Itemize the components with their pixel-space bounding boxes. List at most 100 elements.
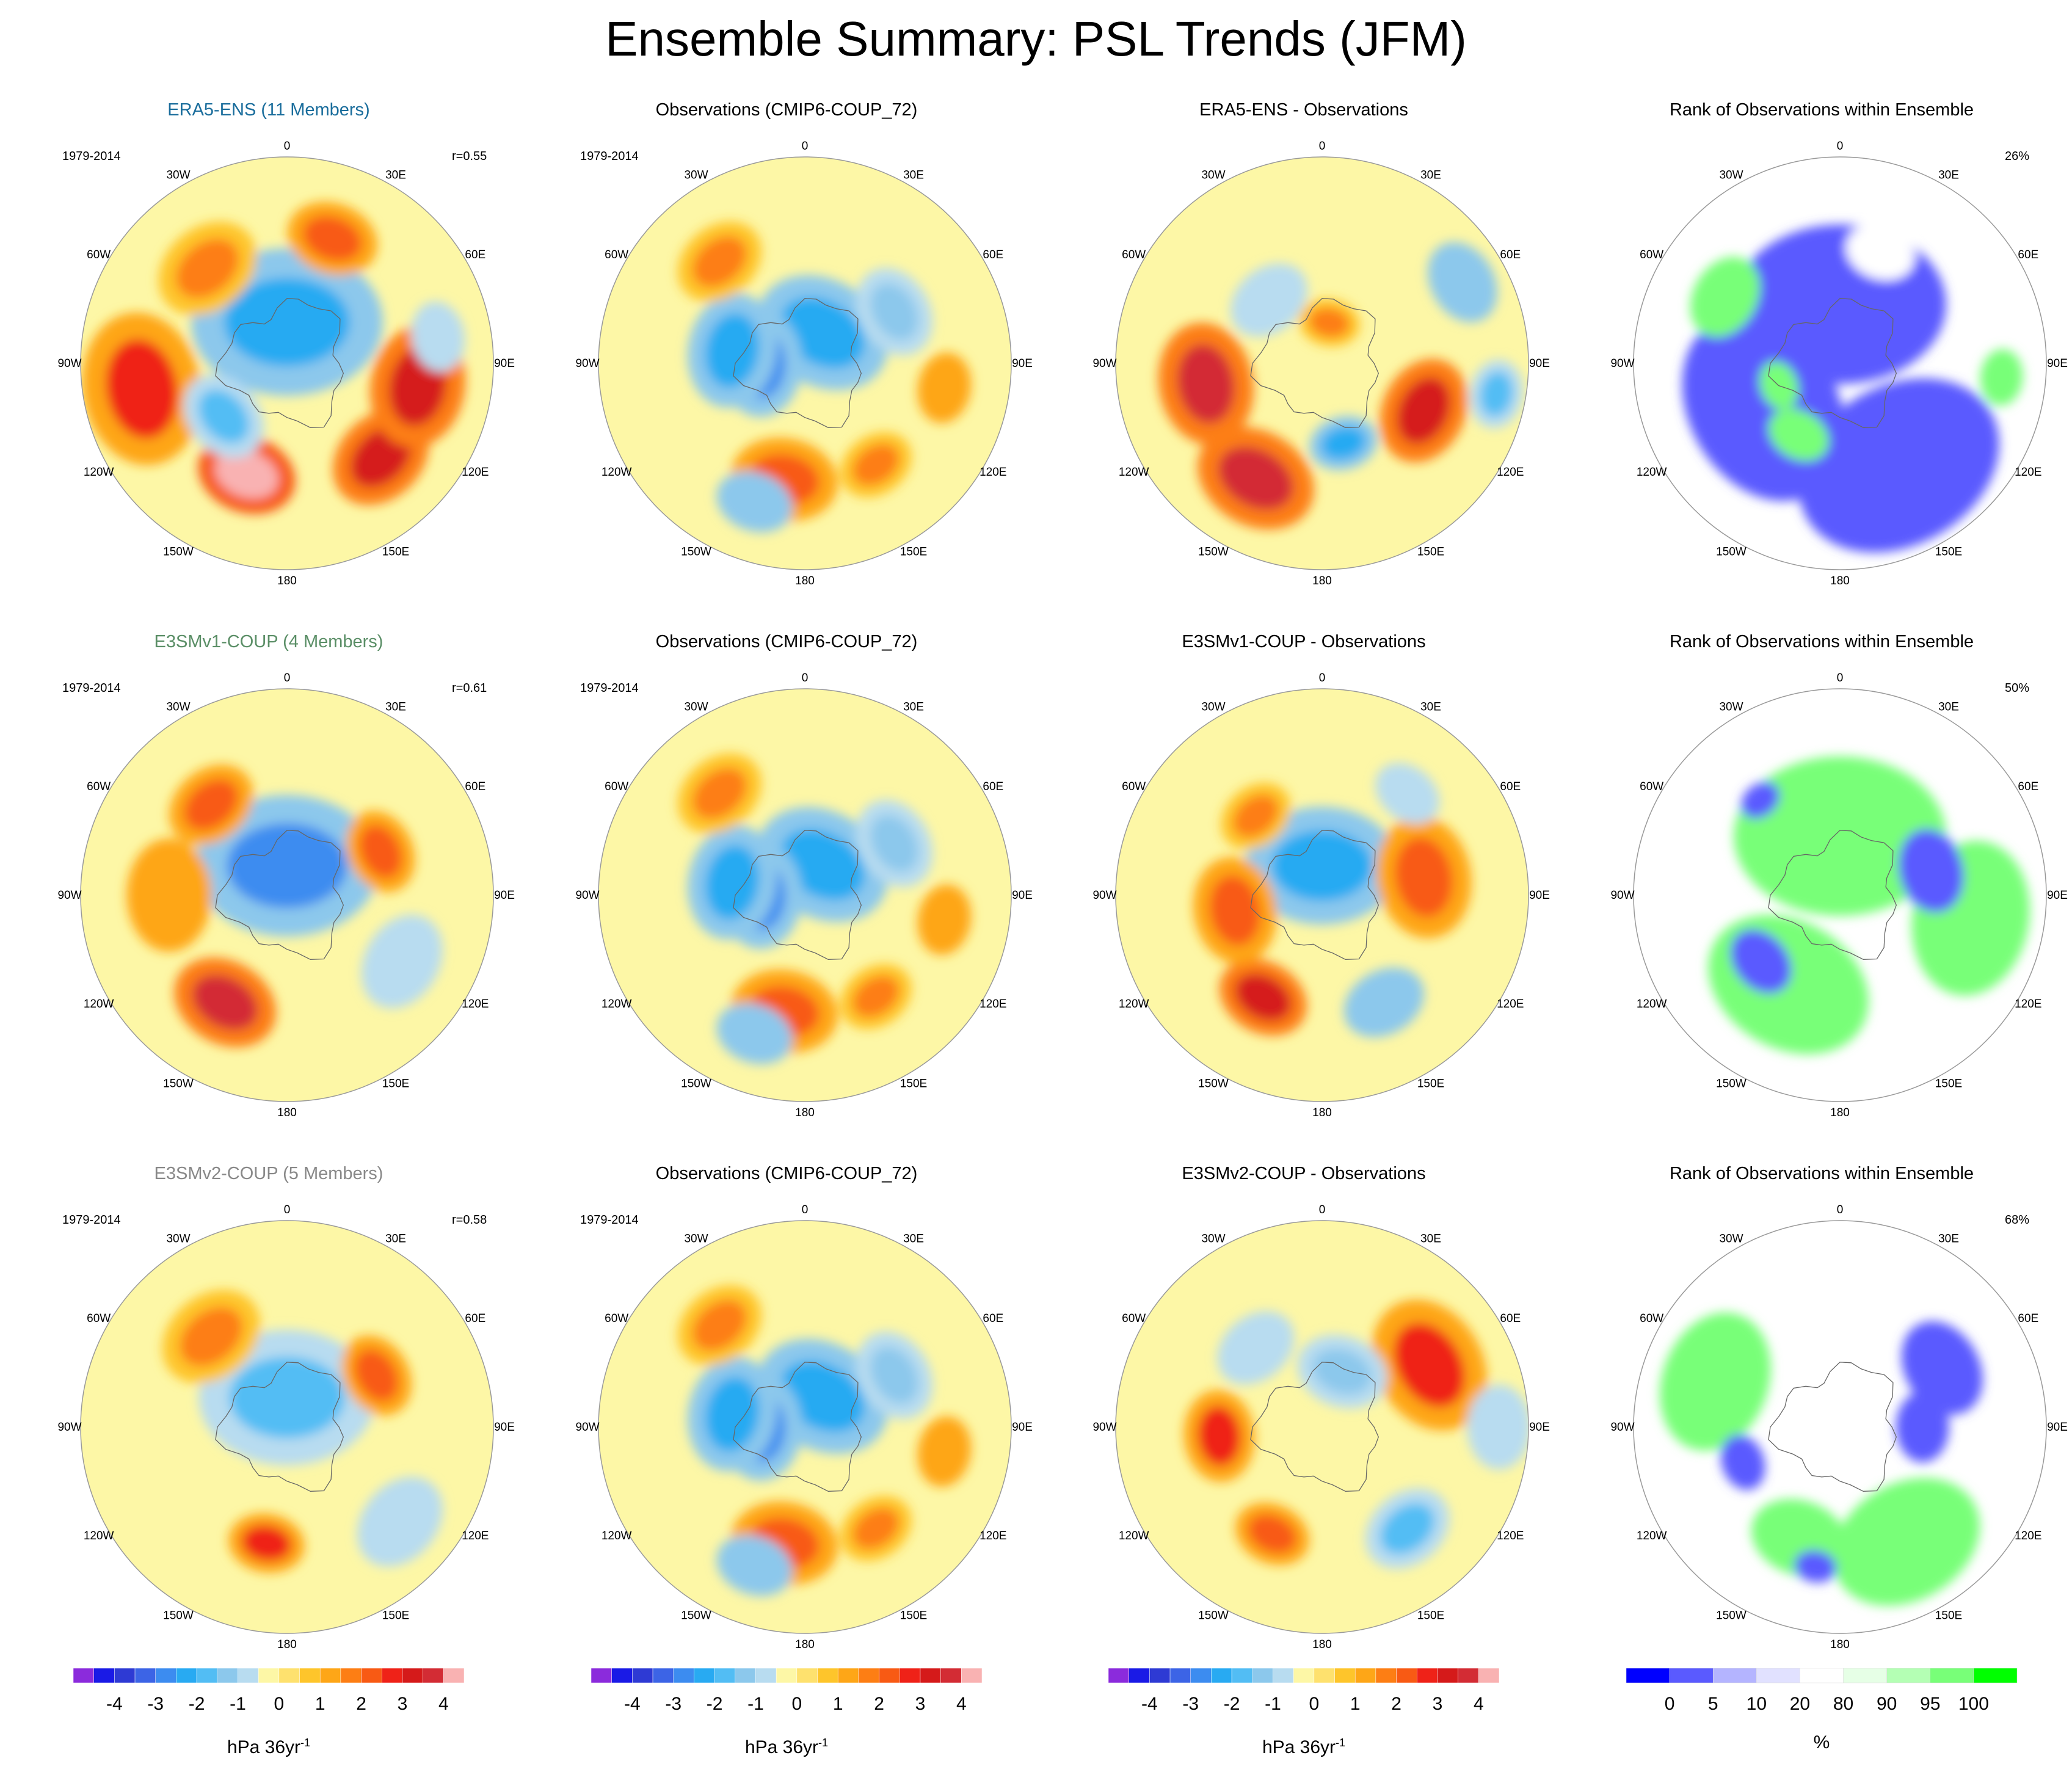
colorbar-swatch [837, 1668, 859, 1683]
longitude-label: 0 [1319, 140, 1326, 153]
longitude-label: 30W [1201, 1233, 1225, 1246]
longitude-label: 30E [903, 701, 924, 714]
positive-trend-region [180, 1307, 243, 1367]
longitude-label: 30W [1719, 169, 1743, 182]
longitude-label: 30E [1420, 169, 1441, 182]
colorbar-swatch [196, 1668, 218, 1683]
polar-map: 0 30E 60E 90E 120E 150E 180 150W 120W 90W 60W 30W [1610, 1204, 2068, 1651]
longitude-label: 120W [1119, 1530, 1149, 1542]
colorbar-tick-label: 20 [1790, 1694, 1810, 1714]
map-border [598, 688, 1012, 1102]
panel-r3-diff: E3SMv2-COUP - Observations 0 30E 60E 90E 120… [1066, 1161, 1549, 1711]
negative-trend-region [357, 1476, 443, 1567]
positive-trend-region [126, 838, 212, 952]
longitude-label: 60E [1500, 249, 1521, 261]
longitude-label: 120W [602, 1530, 632, 1542]
colorbar-tick-label: -4 [624, 1694, 641, 1714]
colorbar-swatch [1886, 1668, 1931, 1683]
longitude-label: 60E [983, 780, 1003, 793]
polar-map: 0 30E 60E 90E 120E 150E 180 150W 120W 90W 60W 30W [1610, 672, 2068, 1119]
longitude-label: 30W [1719, 701, 1743, 714]
longitude-label: 60W [605, 780, 628, 793]
colorbar-swatch [940, 1668, 962, 1683]
rank-region [1660, 1312, 1771, 1451]
longitude-label: 30E [385, 169, 406, 182]
colorbar-tick-label: 0 [274, 1694, 284, 1714]
longitude-label: 90E [1012, 889, 1033, 902]
positive-trend-region [215, 449, 278, 499]
colorbar-tick-label: 90 [1877, 1694, 1897, 1714]
longitude-label: 150E [382, 545, 409, 558]
positive-trend-region [917, 884, 972, 955]
colorbar-tick-label: 3 [915, 1694, 926, 1714]
longitude-label: 30E [1938, 701, 1959, 714]
positive-trend-region [1394, 1323, 1465, 1407]
colorbar-rank: % 0 5 10 20 80 90 95 100 [1583, 1668, 2060, 1772]
longitude-label: 0 [802, 1204, 809, 1216]
colorbar-swatch [900, 1668, 921, 1683]
longitude-label: 180 [1830, 1638, 1850, 1651]
negative-trend-region [716, 471, 793, 532]
polar-map: 0 30E 60E 90E 120E 150E 180 150W 120W 90W 60W 30W [1092, 1204, 1549, 1651]
antarctic-coastline [1768, 830, 1897, 960]
positive-trend-region [692, 236, 747, 287]
longitude-label: 0 [284, 1204, 291, 1216]
negative-trend-region [705, 1376, 760, 1452]
negative-trend-region [224, 277, 350, 366]
negative-trend-region [780, 297, 865, 369]
colorbar-swatch [1129, 1668, 1150, 1683]
longitude-label: 120W [602, 998, 632, 1011]
longitude-label: 120E [1497, 466, 1524, 479]
colorbar-swatch [258, 1668, 280, 1683]
longitude-label: 90E [494, 1421, 515, 1434]
longitude-label: 30W [1719, 1233, 1743, 1246]
colorbar-tick-label: -2 [1224, 1694, 1240, 1714]
colorbar-tick-label: -1 [230, 1694, 246, 1714]
longitude-label: 120E [2015, 466, 2041, 479]
longitude-label: 90W [57, 889, 81, 902]
longitude-label: 90W [57, 357, 81, 370]
longitude-label: 30W [684, 701, 708, 714]
colorbar-tick-label: 0 [1665, 1694, 1675, 1714]
longitude-label: 90E [2047, 1421, 2068, 1434]
main-title: Ensemble Summary: PSL Trends (JFM) [605, 12, 1467, 66]
colorbar-swatch [1800, 1668, 1844, 1683]
longitude-label: 150W [681, 1609, 711, 1622]
longitude-label: 90E [2047, 889, 2068, 902]
longitude-label: 90W [575, 889, 599, 902]
colorbar-tick-label: 4 [956, 1694, 967, 1714]
positive-trend-region [1218, 446, 1293, 510]
panel-r1-obs: Observations (CMIP6-COUP_72) 1979-2014 0… [548, 98, 1032, 647]
colorbar-swatch [961, 1668, 983, 1683]
rank-region [1690, 256, 1760, 337]
positive-trend-region [1395, 837, 1453, 917]
negative-trend-region [1480, 371, 1513, 416]
pattern-correlation-label: r=0.61 [452, 681, 487, 695]
colorbar-swatch [694, 1668, 715, 1683]
longitude-label: 150E [1417, 1609, 1444, 1622]
longitude-label: 120E [2015, 998, 2041, 1011]
panel-r3-obs: Observations (CMIP6-COUP_72) 1979-2014 0… [548, 1161, 1032, 1711]
rank-region [1720, 1434, 1765, 1490]
colorbar-swatch [1458, 1668, 1479, 1683]
colorbar-swatch [1396, 1668, 1417, 1683]
colorbar-swatch [423, 1668, 444, 1683]
longitude-label: 150W [1716, 545, 1747, 558]
longitude-label: 180 [277, 1638, 297, 1651]
map-border [1633, 156, 2047, 570]
longitude-label: 30W [166, 169, 190, 182]
rank-region [1730, 929, 1792, 994]
longitude-label: 180 [1312, 1106, 1332, 1119]
panel-r2-model: E3SMv1-COUP (4 Members) 1979-2014 r=0.61… [31, 630, 514, 1179]
rank-region [1734, 757, 1946, 916]
longitude-label: 120W [1119, 466, 1149, 479]
longitude-label: 150W [163, 1077, 194, 1090]
positive-trend-region [192, 975, 258, 1031]
colorbar-tick-label: 0 [791, 1694, 802, 1714]
positive-trend-region [303, 216, 362, 261]
colorbar-swatch [217, 1668, 238, 1683]
positive-trend-region [852, 444, 899, 485]
colorbar-bar: 0 5 10 20 80 90 95 100 [1626, 1668, 2018, 1714]
colorbar-tick-label: 100 [1958, 1694, 1989, 1714]
longitude-label: 150W [163, 545, 194, 558]
